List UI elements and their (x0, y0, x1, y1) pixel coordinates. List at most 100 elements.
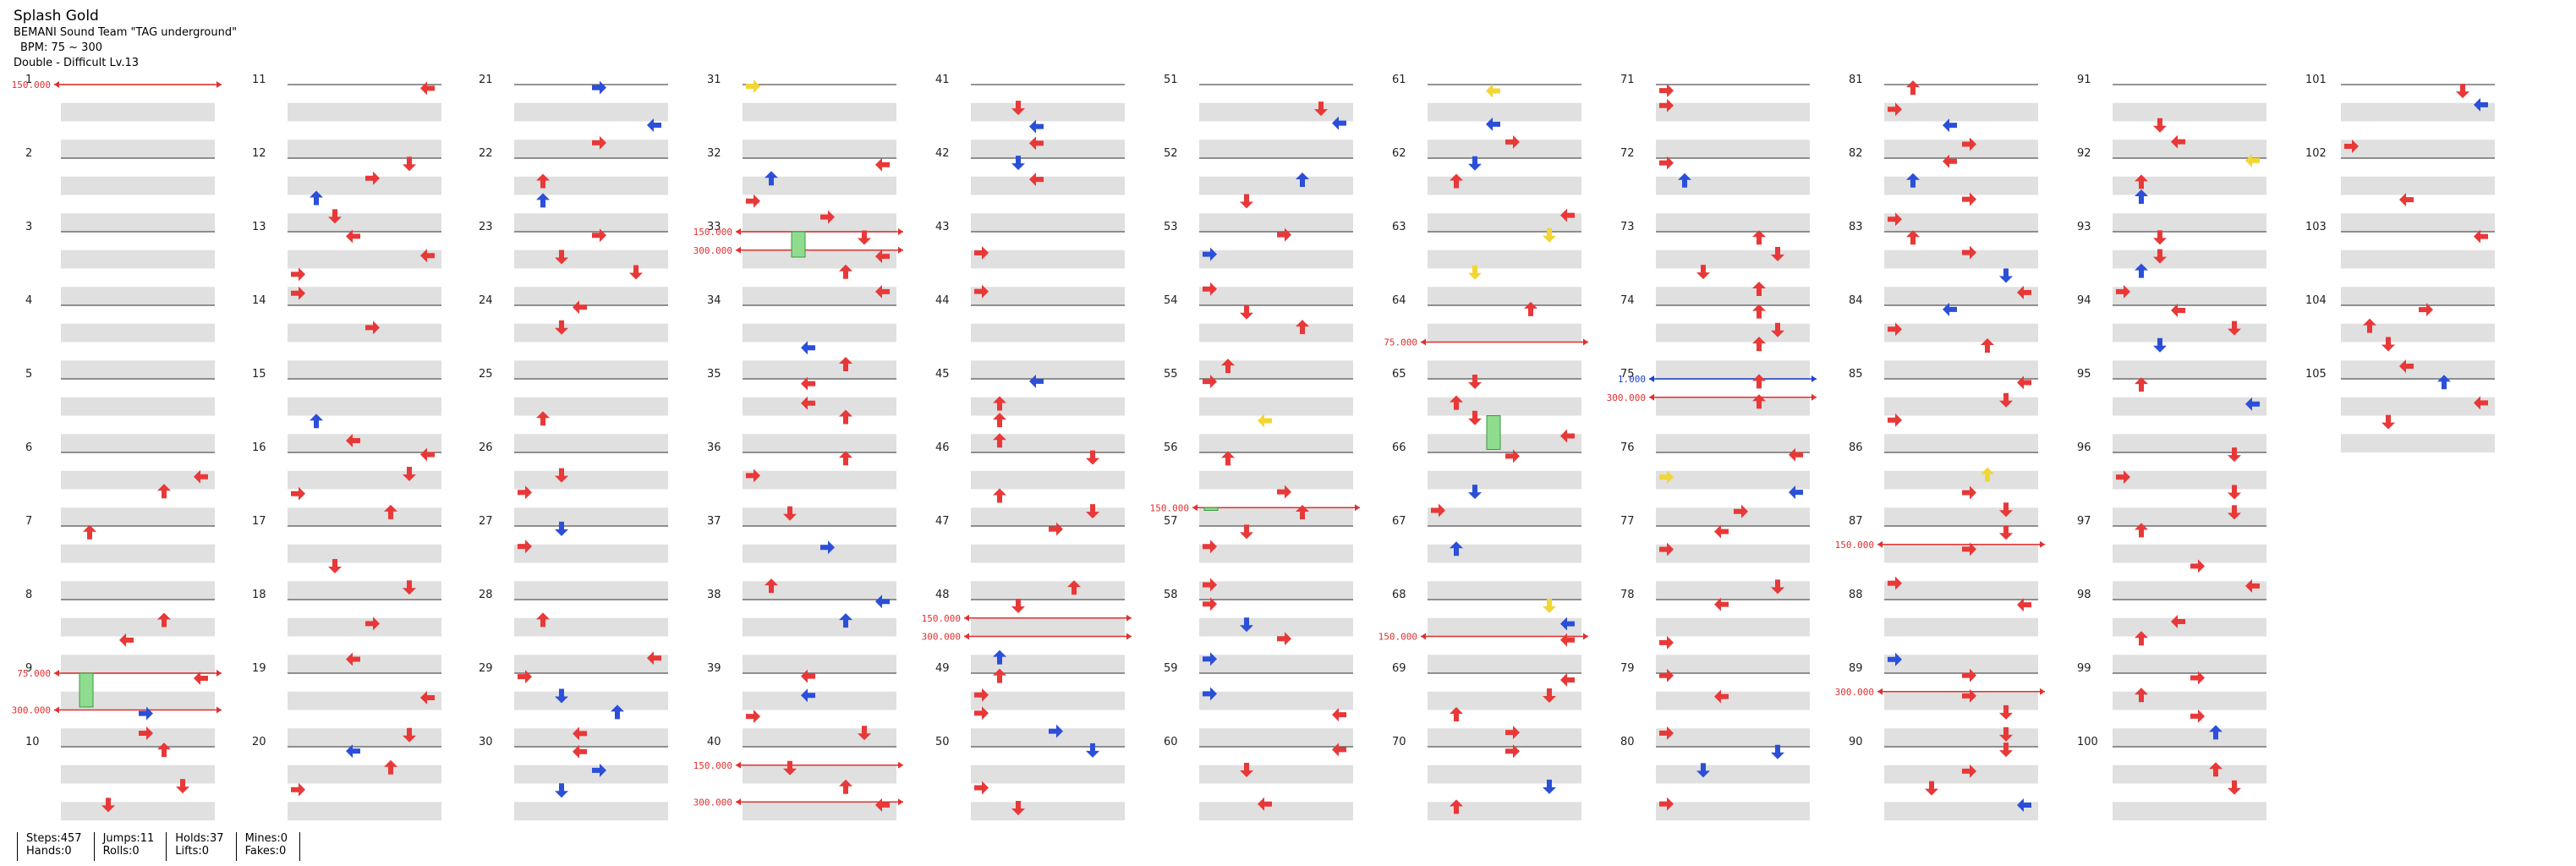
measure-25: 25 (479, 368, 668, 452)
step-arrow (403, 156, 416, 172)
step-arrow (1258, 797, 1272, 811)
beat-band (2113, 360, 2266, 379)
hold-body (1203, 507, 1219, 511)
step-arrow (310, 414, 323, 429)
step-arrow (2399, 359, 2414, 373)
measure-number: 87 (1849, 515, 1863, 528)
measure-72: 72 (1620, 147, 1810, 232)
step-arrow (1277, 227, 1291, 242)
beat-band (61, 102, 215, 122)
step-arrow (1962, 485, 1976, 500)
measure-number: 23 (479, 221, 493, 233)
step-arrow (1659, 470, 1674, 485)
beat-band (1656, 434, 1810, 452)
song-bpm: BPM: 75 ~ 300 (20, 41, 102, 54)
stat-bottom: Lifts:0 (175, 845, 209, 858)
measure-38: 38 (707, 589, 896, 673)
measure-number: 98 (2077, 589, 2091, 601)
beat-band (1199, 102, 1353, 122)
beat-band (971, 728, 1125, 747)
measure-67: 67 (1392, 515, 1581, 600)
measure-number: 97 (2077, 515, 2091, 528)
measure-27: 27 (479, 515, 668, 600)
beat-band (61, 802, 215, 820)
beat-band (1884, 507, 2038, 526)
measure-66: 66 (1392, 441, 1581, 526)
step-arrow (346, 744, 360, 759)
measure-number: 49 (935, 662, 950, 675)
measure-16: 16 (252, 441, 441, 526)
hold-body (791, 231, 806, 258)
step-arrow (2190, 709, 2205, 723)
beat-band (1656, 544, 1810, 563)
bpm-marker-tip (898, 246, 903, 254)
step-arrow (1999, 704, 2013, 720)
beat-band (743, 249, 896, 269)
beat-band (1656, 213, 1810, 232)
measure-36: 36 (707, 441, 896, 526)
beat-band (2113, 581, 2266, 600)
measure-number: 40 (707, 736, 721, 748)
beat-band (2113, 765, 2266, 784)
step-arrow (365, 321, 380, 335)
measure-number: 36 (707, 441, 721, 454)
measure-number: 15 (252, 368, 266, 381)
step-arrow (974, 246, 989, 260)
beat-band (514, 655, 668, 673)
beat-band (1884, 617, 2038, 637)
measure-78: 78 (1620, 589, 1810, 673)
step-arrow (1240, 762, 1253, 777)
beat-band (61, 397, 215, 416)
step-arrow (2344, 139, 2359, 153)
beat-band (1656, 802, 1810, 820)
step-arrow (1560, 208, 1575, 222)
step-arrow (2153, 230, 2167, 245)
step-arrow (2474, 396, 2488, 410)
beat-band (1884, 544, 2038, 563)
step-arrow (291, 782, 305, 797)
step-arrow (1543, 227, 1556, 243)
beat-band (514, 544, 668, 563)
beat-band (288, 176, 441, 195)
measure-13: 13 (252, 221, 441, 305)
beat-band (514, 140, 668, 158)
step-arrow (1049, 724, 1063, 738)
measure-91: 91 (2077, 74, 2266, 158)
step-arrow (2017, 598, 2031, 612)
step-arrow (2153, 249, 2167, 264)
beat-band (1199, 802, 1353, 820)
step-arrow (1203, 597, 1217, 611)
beat-band (514, 691, 668, 710)
measure-number: 27 (479, 515, 493, 528)
step-arrow (2245, 397, 2260, 411)
beat-band (1656, 323, 1810, 343)
beat-band (288, 581, 441, 600)
measure-number: 47 (935, 515, 950, 528)
step-arrow (555, 783, 568, 798)
beat-band (1884, 802, 2038, 820)
step-arrow (1714, 689, 1729, 704)
step-arrow (974, 781, 989, 795)
step-arrow (1962, 688, 1976, 703)
measure-28: 28 (479, 589, 668, 673)
measure-number: 38 (707, 589, 721, 601)
beat-band (971, 655, 1125, 673)
step-arrow (1999, 268, 2013, 283)
beat-band (1656, 765, 1810, 784)
step-arrow (346, 434, 360, 448)
beat-band (1656, 470, 1810, 490)
measure-96: 96 (2077, 441, 2266, 526)
song-artist: BEMANI Sound Team "TAG underground" (14, 26, 238, 39)
measure-number: 96 (2077, 441, 2091, 454)
measure-number: 35 (707, 368, 721, 381)
step-arrow (2190, 559, 2205, 573)
step-arrow (974, 706, 989, 721)
bpm-marker-tip (2040, 688, 2045, 695)
step-arrow (2135, 189, 2148, 204)
step-arrow (420, 691, 435, 705)
beat-band (743, 470, 896, 490)
bpm-marker: 150.000 (693, 227, 903, 238)
beat-band (1199, 176, 1353, 195)
step-arrow (573, 726, 587, 741)
bpm-marker-tip (1583, 633, 1588, 640)
